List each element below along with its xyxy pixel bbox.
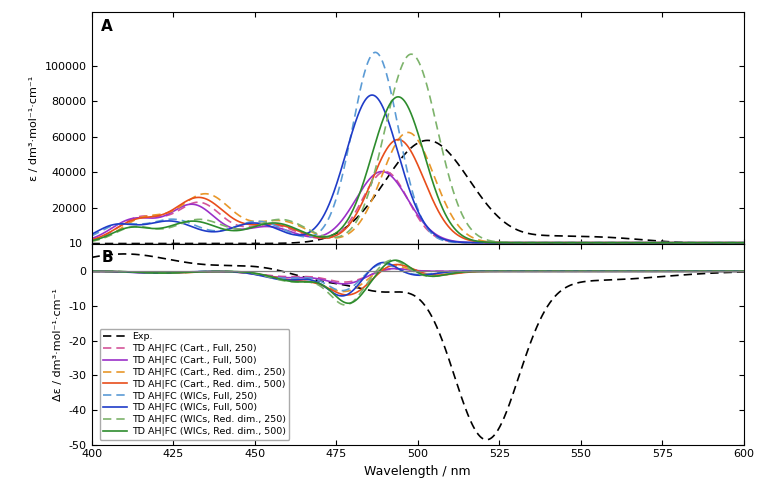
Y-axis label: Δε / dm³·mol⁻¹·cm⁻¹: Δε / dm³·mol⁻¹·cm⁻¹ [53, 288, 63, 401]
Text: A: A [101, 19, 113, 34]
X-axis label: Wavelength / nm: Wavelength / nm [365, 465, 471, 478]
Text: B: B [101, 249, 113, 265]
Legend: Exp., TD AH|FC (Cart., Full, 250), TD AH|FC (Cart., Full, 500), TD AH|FC (Cart.,: Exp., TD AH|FC (Cart., Full, 250), TD AH… [99, 329, 289, 440]
Y-axis label: ε / dm³·mol⁻¹·cm⁻¹: ε / dm³·mol⁻¹·cm⁻¹ [29, 75, 39, 181]
Text: 10: 10 [69, 239, 83, 248]
